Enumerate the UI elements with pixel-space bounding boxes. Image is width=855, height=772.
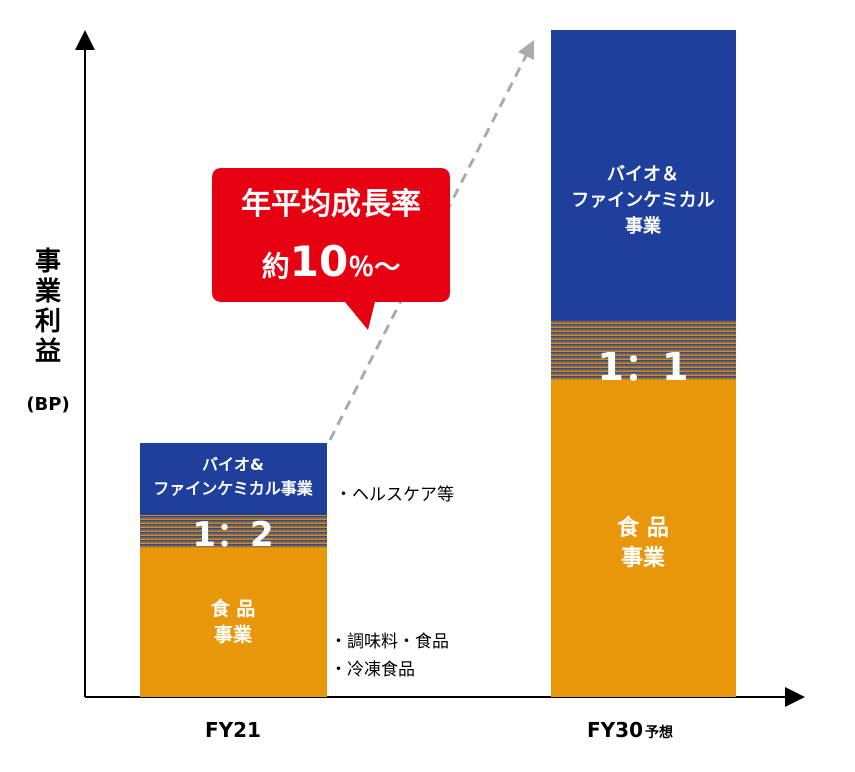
category-label: FY30 [587, 718, 643, 742]
note: ・調味料・食品 [330, 632, 449, 652]
ratio-label: 1：1 [598, 345, 689, 389]
note: ・ヘルスケア等 [335, 485, 454, 505]
bar-segment-bottom [551, 380, 736, 697]
bar-label: 事業 [625, 215, 662, 237]
bar-transition [140, 515, 327, 550]
y-axis-unit: (BP) [26, 394, 69, 415]
callout [212, 168, 450, 330]
bar-label: ファインケミカル事業 [153, 479, 314, 498]
bar-label: 事業 [214, 623, 253, 646]
bar-transition [551, 320, 736, 382]
callout-title: 年平均成長率 [241, 187, 421, 222]
bar-label: 事業 [621, 545, 666, 571]
bar-label: 食 品 [617, 515, 669, 541]
callout-value: 約10％～ [262, 237, 400, 286]
bar-label: バイオ& [202, 455, 264, 474]
ratio-label: 1：2 [192, 515, 273, 555]
category-suffix: 予想 [645, 724, 673, 741]
note: ・冷凍食品 [330, 660, 415, 680]
callout-prefix: 約 [262, 250, 290, 283]
bar-segment-top [551, 30, 736, 322]
category-label: FY21 [205, 718, 261, 742]
callout-number: 10 [290, 237, 348, 286]
bar-label: ファインケミカル [571, 190, 714, 211]
bar-segment-top [140, 443, 327, 518]
bar-label: バイオ＆ [607, 164, 679, 185]
bar-segment-bottom [140, 548, 327, 697]
bar-label: 食 品 [211, 597, 256, 620]
callout-suffix: ％～ [348, 253, 400, 283]
y-axis-label: 事業利益 [35, 247, 61, 367]
growth-arrow [328, 39, 535, 441]
